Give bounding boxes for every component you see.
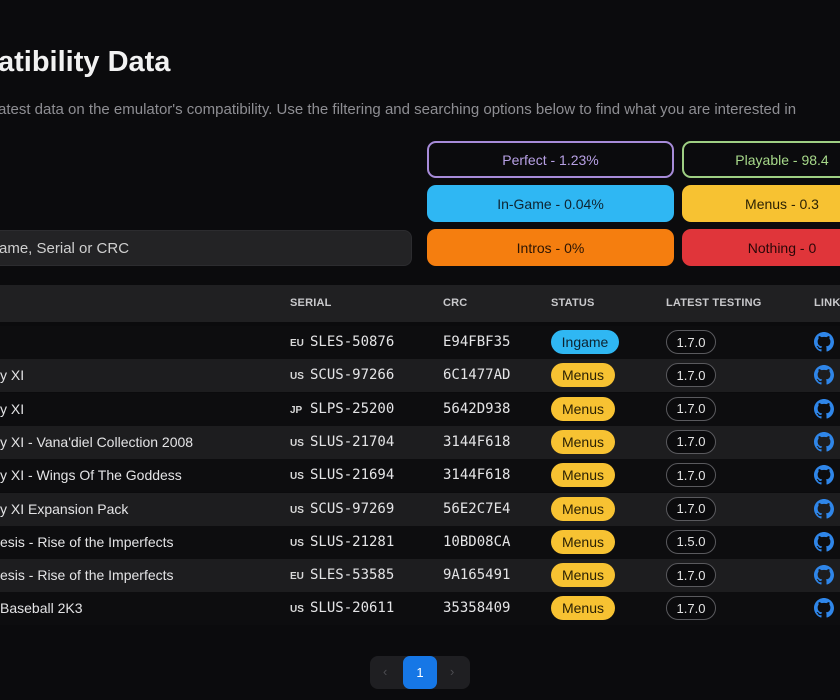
- page-title: atibility Data: [0, 46, 171, 78]
- region-code: JP: [290, 404, 303, 416]
- region-code: EU: [290, 338, 304, 349]
- serial-value: SCUS-97266: [310, 367, 395, 384]
- version-badge: 1.7.0: [666, 396, 716, 421]
- github-icon[interactable]: [814, 465, 834, 485]
- filter-perfect-button[interactable]: Perfect - 1.23%: [427, 141, 674, 178]
- crc-value: 5642D938: [443, 400, 511, 417]
- github-icon[interactable]: [814, 498, 834, 519]
- game-name[interactable]: y XI: [0, 400, 25, 417]
- status-badge: Menus: [551, 429, 615, 454]
- version-badge: 1.7.0: [666, 330, 716, 354]
- table-row[interactable]: y XI Expansion Pack US SCUS-97269 56E2C7E4 M…: [0, 492, 840, 526]
- status-badge: Menus: [551, 529, 615, 554]
- column-header-serial[interactable]: SERIAL: [290, 297, 332, 309]
- github-icon[interactable]: [814, 365, 834, 385]
- filter-ingame-button[interactable]: In-Game - 0.04%: [427, 185, 674, 222]
- table-row[interactable]: y XI US SCUS-97266 6C1477AD Menus 1.7.0: [0, 359, 840, 393]
- table-row[interactable]: y XI - Vana'diel Collection 2008 US SLUS-2…: [0, 425, 840, 459]
- region-code: EU: [290, 571, 304, 583]
- game-name[interactable]: y XI - Vana'diel Collection 2008: [0, 433, 194, 450]
- status-badge: Menus: [551, 496, 615, 521]
- region-code: US: [290, 437, 304, 449]
- column-header-links: LINKS: [814, 297, 840, 309]
- filter-menus-button[interactable]: Menus - 0.3: [682, 185, 840, 222]
- status-badge: Menus: [551, 596, 615, 621]
- game-name[interactable]: esis - Rise of the Imperfects: [0, 533, 174, 550]
- pagination-next-button[interactable]: ›: [450, 664, 455, 679]
- page-subtitle: atest data on the emulator's compatibili…: [0, 101, 797, 118]
- column-header-crc[interactable]: CRC: [443, 297, 468, 309]
- region-code: US: [290, 371, 304, 383]
- table-row[interactable]: Baseball 2K3 US SLUS-20611 35358409 Menus 1.7…: [0, 592, 840, 626]
- github-icon[interactable]: [814, 431, 834, 452]
- game-name[interactable]: y XI Expansion Pack: [0, 500, 129, 517]
- crc-value: 6C1477AD: [443, 367, 511, 384]
- column-header-status[interactable]: STATUS: [551, 297, 595, 309]
- game-name[interactable]: esis - Rise of the Imperfects: [0, 567, 174, 584]
- serial-value: SLUS-20611: [310, 600, 395, 617]
- search-input[interactable]: [0, 230, 412, 266]
- region-code: US: [290, 604, 304, 616]
- table-header: SERIAL CRC STATUS LATEST TESTING LINKS: [0, 285, 840, 322]
- table-row[interactable]: esis - Rise of the Imperfects EU SLES-5358…: [0, 559, 840, 593]
- pagination-page-1[interactable]: 1: [403, 656, 437, 689]
- version-badge: 1.7.0: [666, 596, 716, 621]
- status-badge: Menus: [551, 396, 615, 421]
- game-name[interactable]: y XI - Wings Of The Goddess: [0, 467, 182, 484]
- column-header-latest-testing[interactable]: LATEST TESTING: [666, 297, 762, 309]
- game-name[interactable]: Baseball 2K3: [0, 600, 83, 617]
- status-badge: Menus: [551, 463, 615, 488]
- serial-value: SLUS-21704: [310, 433, 395, 450]
- version-badge: 1.7.0: [666, 563, 716, 588]
- region-code: US: [290, 504, 304, 516]
- crc-value: 56E2C7E4: [443, 500, 511, 517]
- version-badge: 1.7.0: [666, 496, 716, 521]
- version-badge: 1.5.0: [666, 529, 716, 554]
- version-badge: 1.7.0: [666, 463, 716, 488]
- game-name[interactable]: y XI: [0, 367, 25, 384]
- github-icon[interactable]: [814, 598, 834, 618]
- serial-value: SLES-50876: [310, 334, 395, 350]
- github-icon[interactable]: [814, 531, 834, 552]
- status-badge: Menus: [551, 563, 615, 588]
- github-icon[interactable]: [814, 332, 834, 352]
- crc-value: 10BD08CA: [443, 533, 511, 550]
- table-row[interactable]: y XI - Wings Of The Goddess US SLUS-21694 3…: [0, 459, 840, 493]
- github-icon[interactable]: [814, 565, 834, 585]
- crc-value: 35358409: [443, 600, 511, 617]
- serial-value: SCUS-97269: [310, 500, 395, 517]
- serial-value: SLES-53585: [310, 567, 395, 584]
- github-icon[interactable]: [814, 398, 834, 419]
- table-row[interactable]: EU SLES-50876 E94FBF35 Ingame 1.7.0: [0, 326, 840, 359]
- table-row[interactable]: y XI JP SLPS-25200 5642D938 Menus 1.7.0: [0, 392, 840, 426]
- version-badge: 1.7.0: [666, 429, 716, 454]
- region-code: US: [290, 471, 304, 483]
- crc-value: E94FBF35: [443, 334, 511, 350]
- serial-value: SLUS-21694: [310, 467, 395, 484]
- serial-value: SLUS-21281: [310, 533, 395, 550]
- crc-value: 3144F618: [443, 467, 511, 484]
- region-code: US: [290, 537, 304, 549]
- status-badge: Menus: [551, 363, 615, 388]
- filter-intros-button[interactable]: Intros - 0%: [427, 229, 674, 266]
- pagination-prev-button[interactable]: ‹: [383, 664, 388, 679]
- serial-value: SLPS-25200: [310, 400, 395, 417]
- filter-playable-button[interactable]: Playable - 98.4: [682, 141, 840, 178]
- version-badge: 1.7.0: [666, 363, 716, 388]
- filter-nothing-button[interactable]: Nothing - 0: [682, 229, 840, 266]
- status-badge: Ingame: [551, 330, 619, 354]
- crc-value: 3144F618: [443, 433, 511, 450]
- pagination: ‹ 1 ›: [370, 656, 470, 689]
- table-row[interactable]: esis - Rise of the Imperfects US SLUS-2128…: [0, 525, 840, 559]
- crc-value: 9A165491: [443, 567, 511, 584]
